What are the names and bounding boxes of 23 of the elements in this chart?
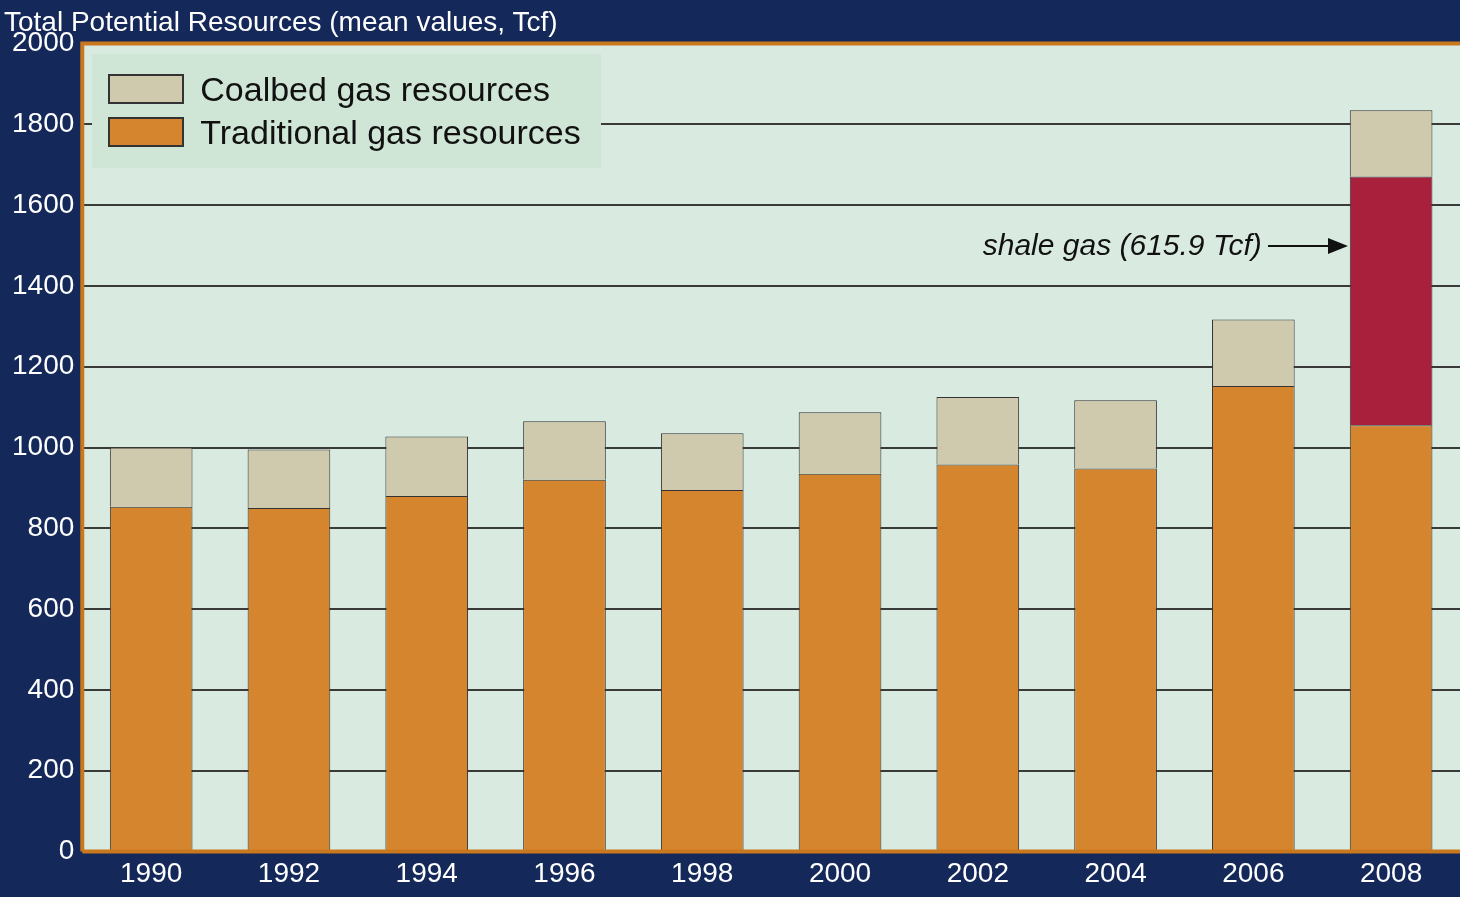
annotation: shale gas (615.9 Tcf) (982, 227, 1262, 261)
y-tick-label: 400 (27, 672, 75, 704)
x-tick-label: 1996 (533, 856, 596, 888)
y-tick-label: 1800 (11, 107, 75, 139)
y-tick-label: 1000 (11, 430, 75, 462)
x-tick-label: 2006 (1222, 856, 1285, 888)
x-tick-label: 1998 (671, 856, 734, 888)
x-tick-label: 1992 (257, 856, 321, 888)
y-tick-label: 1600 (11, 187, 75, 219)
y-tick-label: 1400 (11, 268, 75, 300)
x-tick-label: 1994 (395, 856, 458, 888)
legend-label: Coalbed gas resources (200, 69, 550, 109)
y-tick-label: 200 (27, 753, 75, 785)
x-tick-label: 2000 (808, 856, 872, 888)
x-tick-label: 2002 (946, 856, 1009, 888)
legend-label: Traditional gas resources (200, 112, 581, 152)
y-tick-label: 600 (27, 591, 75, 623)
y-tick-label: 800 (27, 511, 75, 542)
y-tick-label: 1200 (11, 349, 75, 381)
x-tick-label: 2004 (1084, 856, 1147, 888)
y-tick-label: 0 (58, 834, 75, 866)
x-tick-label: 2008 (1359, 856, 1423, 888)
x-tick-label: 1990 (120, 856, 183, 888)
